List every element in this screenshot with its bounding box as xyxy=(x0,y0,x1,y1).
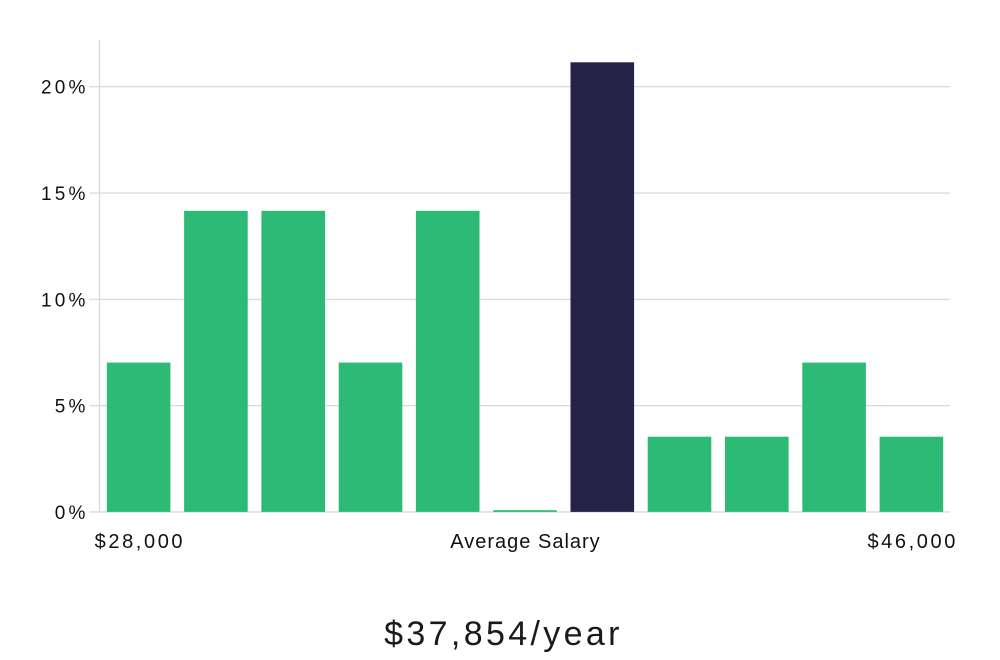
svg-text:$28,000: $28,000 xyxy=(95,531,186,553)
svg-text:15%: 15% xyxy=(41,184,89,205)
svg-text:20%: 20% xyxy=(41,78,89,99)
svg-text:Average Salary: Average Salary xyxy=(450,531,600,553)
svg-text:$37,854/year: $37,854/year xyxy=(384,615,623,653)
svg-text:10%: 10% xyxy=(41,290,89,311)
svg-text:0%: 0% xyxy=(55,503,89,524)
svg-text:$46,000: $46,000 xyxy=(867,531,958,553)
svg-text:5%: 5% xyxy=(55,397,89,418)
